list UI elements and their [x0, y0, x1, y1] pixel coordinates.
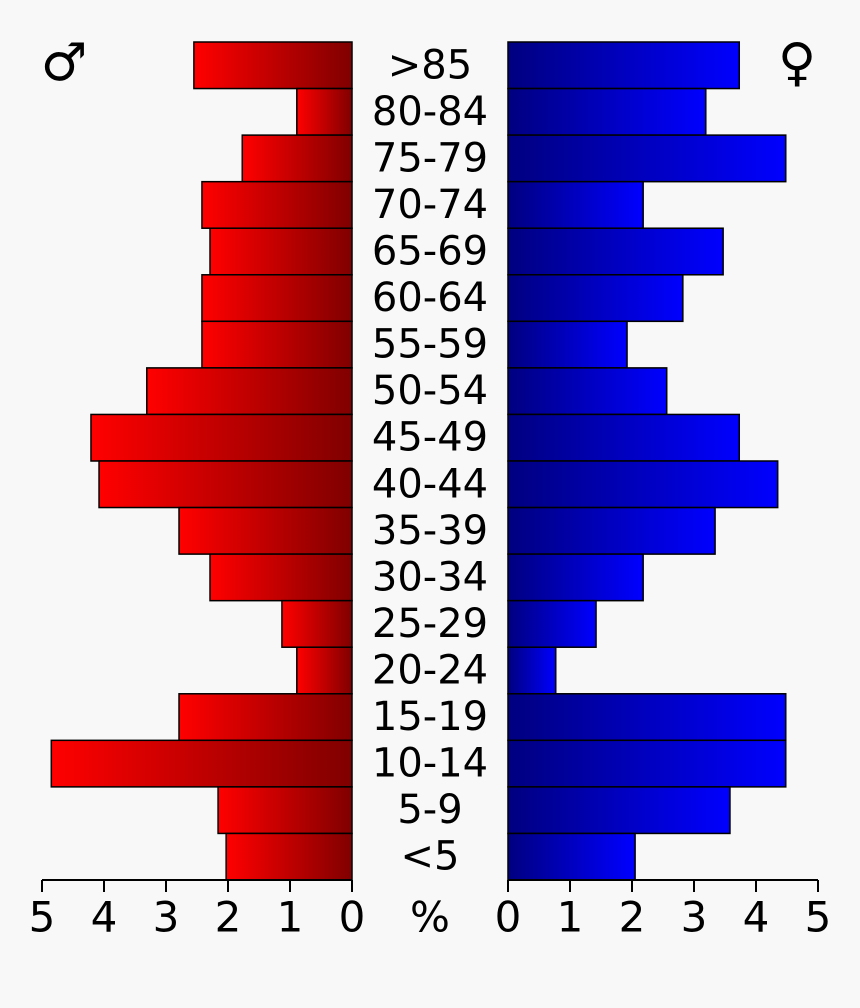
x-tick-label: 3 [681, 893, 708, 942]
bar [201, 320, 353, 369]
category-label: 80-84 [372, 89, 488, 135]
category-label: 45-49 [372, 415, 488, 461]
bar [296, 646, 353, 695]
category-label: 60-64 [372, 275, 488, 321]
category-label: 40-44 [372, 461, 488, 507]
bar [507, 227, 724, 276]
category-label: 55-59 [372, 322, 488, 368]
x-tick-label: 2 [215, 893, 242, 942]
legend-symbol: ♂ [41, 33, 88, 93]
bar [209, 227, 353, 276]
bar [507, 693, 787, 742]
bar [507, 87, 707, 136]
bar [507, 320, 628, 369]
category-label: 20-24 [372, 648, 488, 694]
bar [217, 786, 353, 835]
x-tick-label: 3 [153, 893, 180, 942]
bar [281, 599, 353, 648]
bar [296, 87, 353, 136]
bar [507, 367, 668, 416]
bar [507, 460, 779, 509]
category-label: 75-79 [372, 135, 488, 181]
bar [225, 832, 353, 881]
x-tick-label: 4 [743, 893, 770, 942]
category-label: 10-14 [372, 741, 488, 787]
category-label: 70-74 [372, 182, 488, 228]
category-label: 35-39 [372, 508, 488, 554]
category-label: >85 [388, 42, 472, 88]
bar [507, 41, 741, 90]
bar [507, 553, 644, 602]
x-tick-label: 0 [495, 893, 522, 942]
bar [507, 832, 636, 881]
x-tick-label: 1 [277, 893, 304, 942]
category-label: 25-29 [372, 601, 488, 647]
x-tick-label: 1 [557, 893, 584, 942]
bar [507, 506, 716, 555]
bar [209, 553, 353, 602]
x-tick-label: 5 [29, 893, 56, 942]
bar [178, 506, 353, 555]
bar [98, 460, 353, 509]
bar [507, 739, 787, 788]
bar [50, 739, 353, 788]
x-tick-label: 0 [339, 893, 366, 942]
category-label: 50-54 [372, 368, 488, 414]
x-tick-label: 5 [805, 893, 832, 942]
bar [241, 134, 353, 183]
category-label: <5 [401, 834, 460, 880]
category-label: 15-19 [372, 694, 488, 740]
bar [507, 646, 557, 695]
bar [90, 413, 353, 462]
bar [201, 180, 353, 229]
bar [507, 413, 741, 462]
bar [193, 41, 353, 90]
bar [146, 367, 353, 416]
bar [507, 180, 644, 229]
bar [507, 274, 684, 323]
legend-symbol: ♀ [778, 33, 816, 93]
bar [507, 786, 731, 835]
x-tick-label: 2 [619, 893, 646, 942]
bar [507, 599, 597, 648]
unit-label: % [410, 893, 450, 942]
category-label: 5-9 [397, 787, 462, 833]
category-label: 65-69 [372, 229, 488, 275]
x-tick-label: 4 [91, 893, 118, 942]
bar [201, 274, 353, 323]
bar [178, 693, 353, 742]
bar [507, 134, 787, 183]
category-label: 30-34 [372, 554, 488, 600]
